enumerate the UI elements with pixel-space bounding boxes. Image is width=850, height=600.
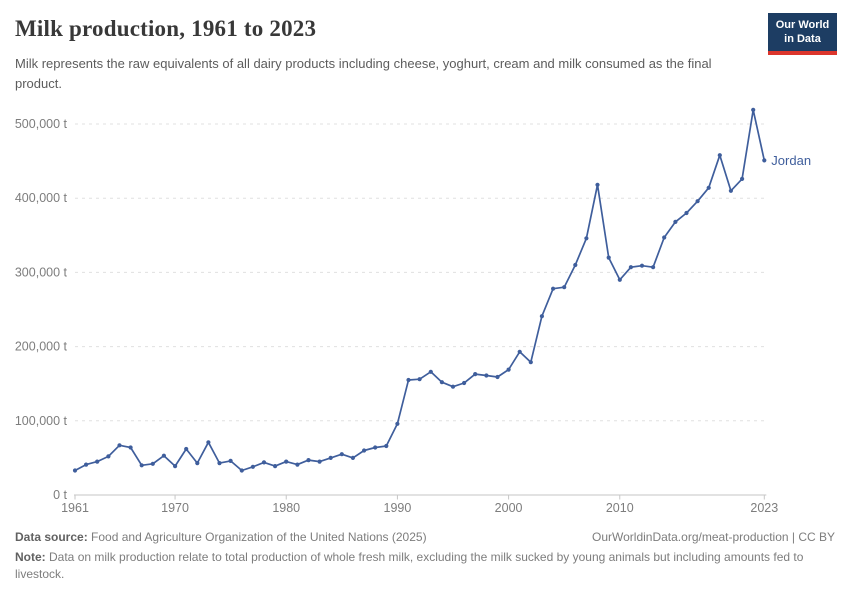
- data-point-marker: [295, 462, 300, 467]
- x-tick-label: 1970: [161, 501, 189, 515]
- data-source-label: Data source:: [15, 530, 88, 544]
- data-point-marker: [384, 443, 389, 449]
- data-point-marker: [284, 459, 289, 464]
- data-point-marker: [184, 446, 189, 452]
- data-point-marker: [428, 369, 433, 374]
- data-point-marker: [95, 459, 100, 464]
- data-point-marker: [484, 373, 489, 378]
- data-point-marker: [450, 384, 456, 389]
- data-point-marker: [495, 374, 500, 380]
- data-point-marker: [584, 236, 589, 241]
- chart-subtitle: Milk represents the raw equivalents of a…: [15, 56, 712, 91]
- note-label: Note:: [15, 550, 46, 564]
- data-point-marker: [728, 188, 734, 193]
- data-source-text: Data source: Food and Agriculture Organi…: [15, 530, 427, 544]
- data-point-marker: [328, 455, 333, 460]
- data-point-marker: [573, 262, 578, 268]
- data-point-marker: [339, 452, 344, 457]
- page-title: Milk production, 1961 to 2023: [15, 16, 317, 41]
- data-point-marker: [395, 421, 400, 426]
- data-point-marker: [751, 107, 756, 112]
- data-point-marker: [517, 349, 522, 354]
- source-row: Data source: Food and Agriculture Organi…: [15, 530, 835, 544]
- note-text: Note: Data on milk production relate to …: [15, 550, 804, 582]
- data-point-marker: [72, 468, 78, 473]
- data-point-marker: [673, 219, 678, 224]
- data-point-marker: [684, 210, 689, 216]
- data-point-marker: [128, 445, 133, 450]
- data-point-marker: [539, 314, 545, 319]
- data-point-marker: [606, 255, 611, 260]
- data-point-marker: [217, 461, 222, 466]
- data-point-marker: [173, 464, 178, 469]
- data-point-marker: [506, 367, 511, 372]
- data-point-marker: [717, 153, 722, 158]
- data-point-marker: [106, 454, 111, 459]
- data-point-marker: [462, 380, 467, 386]
- y-tick-label: 0 t: [53, 488, 67, 502]
- data-point-marker: [206, 440, 211, 445]
- data-point-marker: [84, 462, 89, 467]
- x-tick-label: 1961: [61, 501, 89, 515]
- data-point-marker: [706, 185, 711, 190]
- x-tick-label: 2000: [495, 501, 523, 515]
- owid-url-license: OurWorldinData.org/meat-production | CC …: [592, 530, 835, 544]
- data-point-marker: [439, 380, 444, 385]
- data-point-marker: [150, 461, 155, 466]
- data-point-marker: [662, 235, 667, 240]
- x-tick-label: 1990: [384, 501, 412, 515]
- y-tick-label: 500,000 t: [15, 117, 68, 131]
- data-point-marker: [273, 464, 278, 469]
- x-tick-label: 2023: [750, 501, 778, 515]
- data-point-marker: [695, 199, 700, 204]
- data-point-marker: [139, 463, 144, 468]
- data-point-marker: [195, 461, 200, 466]
- data-point-marker: [117, 443, 122, 448]
- data-point-marker: [762, 158, 767, 163]
- x-tick-label: 2010: [606, 501, 634, 515]
- data-point-marker: [551, 286, 556, 291]
- owid-logo: Our World in Data: [768, 13, 837, 55]
- data-point-marker: [617, 277, 622, 282]
- y-tick-label: 100,000 t: [15, 414, 68, 428]
- data-point-marker: [306, 458, 311, 463]
- data-point-marker: [562, 285, 567, 290]
- series-line-jordan: [74, 109, 766, 472]
- data-point-marker: [239, 468, 244, 473]
- data-point-marker: [261, 460, 267, 465]
- data-point-marker: [161, 453, 166, 458]
- data-point-marker: [250, 464, 255, 469]
- data-point-marker: [651, 265, 656, 270]
- owid-logo-line1: Our World: [775, 19, 830, 31]
- data-point-marker: [228, 458, 233, 463]
- data-point-marker: [528, 360, 533, 365]
- y-tick-label: 200,000 t: [15, 340, 68, 354]
- data-point-marker: [639, 263, 645, 268]
- y-tick-label: 300,000 t: [15, 265, 68, 279]
- data-point-marker: [350, 455, 355, 460]
- series-label-jordan: Jordan: [771, 153, 811, 168]
- data-point-marker: [595, 182, 600, 187]
- data-point-marker: [406, 377, 411, 383]
- data-point-marker: [373, 445, 378, 450]
- y-tick-label: 400,000 t: [15, 191, 68, 205]
- data-point-marker: [317, 459, 322, 464]
- chart-footer: Data source: Food and Agriculture Organi…: [15, 530, 835, 584]
- data-point-marker: [740, 176, 745, 181]
- x-tick-label: 1980: [272, 501, 300, 515]
- data-point-marker: [362, 448, 367, 453]
- data-point-marker: [628, 265, 634, 270]
- data-point-marker: [473, 372, 478, 377]
- owid-logo-line2: in Data: [784, 33, 821, 46]
- data-point-marker: [417, 377, 422, 382]
